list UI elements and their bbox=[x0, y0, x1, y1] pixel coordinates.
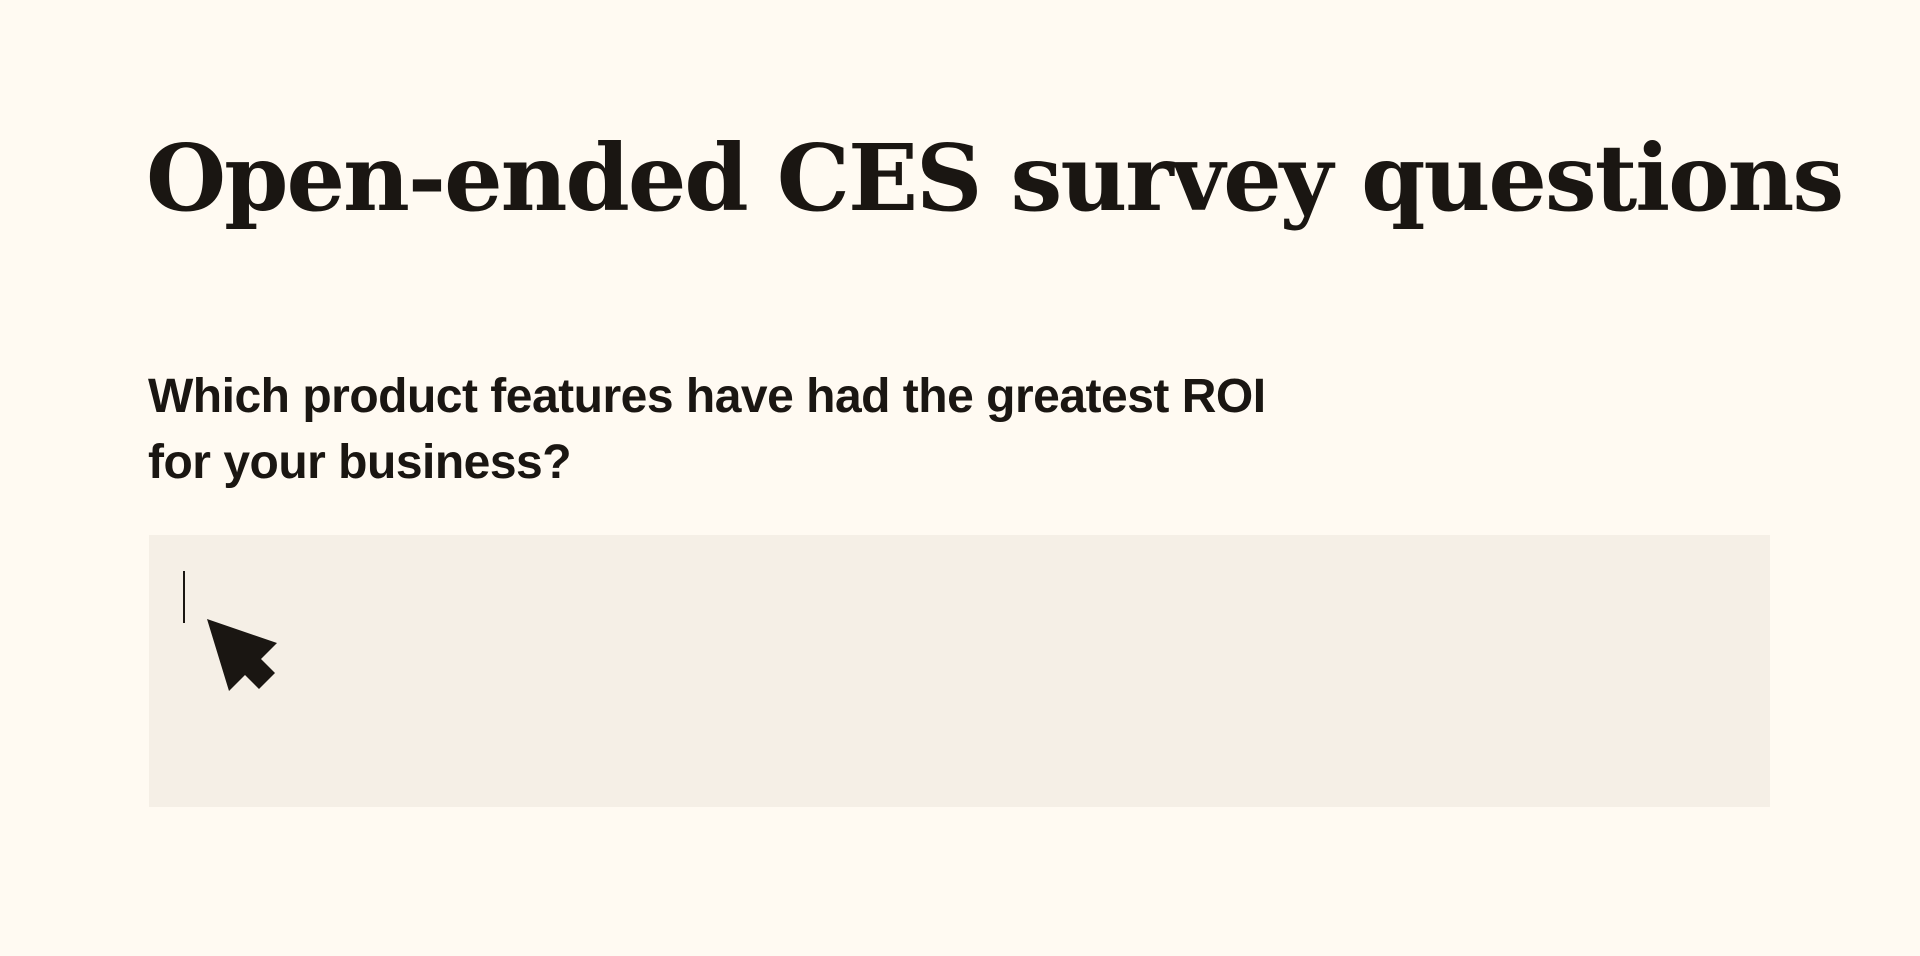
page-title: Open-ended CES survey questions bbox=[146, 124, 1844, 232]
answer-textarea[interactable] bbox=[149, 535, 1770, 807]
question-line-2: for your business? bbox=[148, 436, 572, 489]
mouse-pointer-icon bbox=[207, 619, 277, 691]
text-caret bbox=[183, 571, 185, 623]
survey-question: Which product features have had the grea… bbox=[148, 364, 1448, 496]
question-line-1: Which product features have had the grea… bbox=[148, 370, 1266, 423]
